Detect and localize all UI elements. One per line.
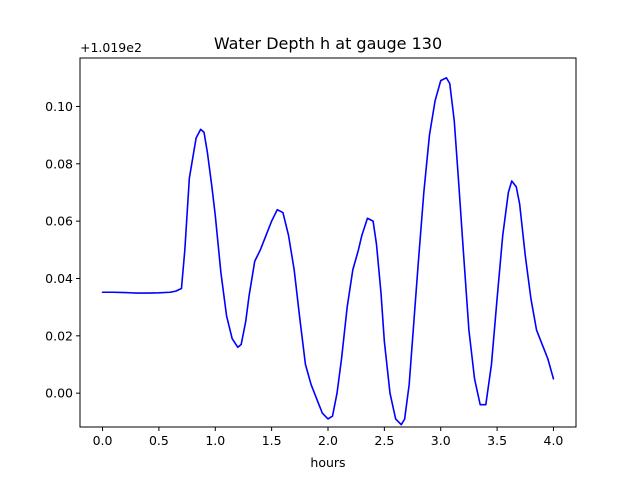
y-tick-label: 0.02 [45,328,73,343]
y-tick-label: 0.06 [45,214,73,229]
y-offset-label: +1.019e2 [80,40,142,55]
x-tick-label: 3.5 [487,433,507,448]
x-tick-label: 0.0 [93,433,113,448]
y-tick-label: 0.10 [45,99,73,114]
x-axis: 0.0 0.5 1.0 1.5 2.0 2.5 3.0 3.5 4.0 [93,427,564,448]
x-axis-label: hours [310,455,345,470]
y-axis: 0.00 0.02 0.04 0.06 0.08 0.10 [45,99,80,401]
x-tick-label: 1.0 [205,433,225,448]
y-tick-label: 0.08 [45,156,73,171]
series-line-0 [101,76,555,426]
y-tick-label: 0.00 [45,386,73,401]
y-tick-label: 0.04 [45,271,73,286]
plot-area [80,58,576,427]
x-tick-label: 2.0 [318,433,338,448]
x-tick-label: 4.0 [544,433,564,448]
x-tick-label: 2.5 [374,433,394,448]
x-tick-label: 1.5 [262,433,282,448]
x-tick-label: 0.5 [149,433,169,448]
chart-title: Water Depth h at gauge 130 [214,34,442,53]
series-layer [101,76,555,426]
x-tick-label: 3.0 [431,433,451,448]
